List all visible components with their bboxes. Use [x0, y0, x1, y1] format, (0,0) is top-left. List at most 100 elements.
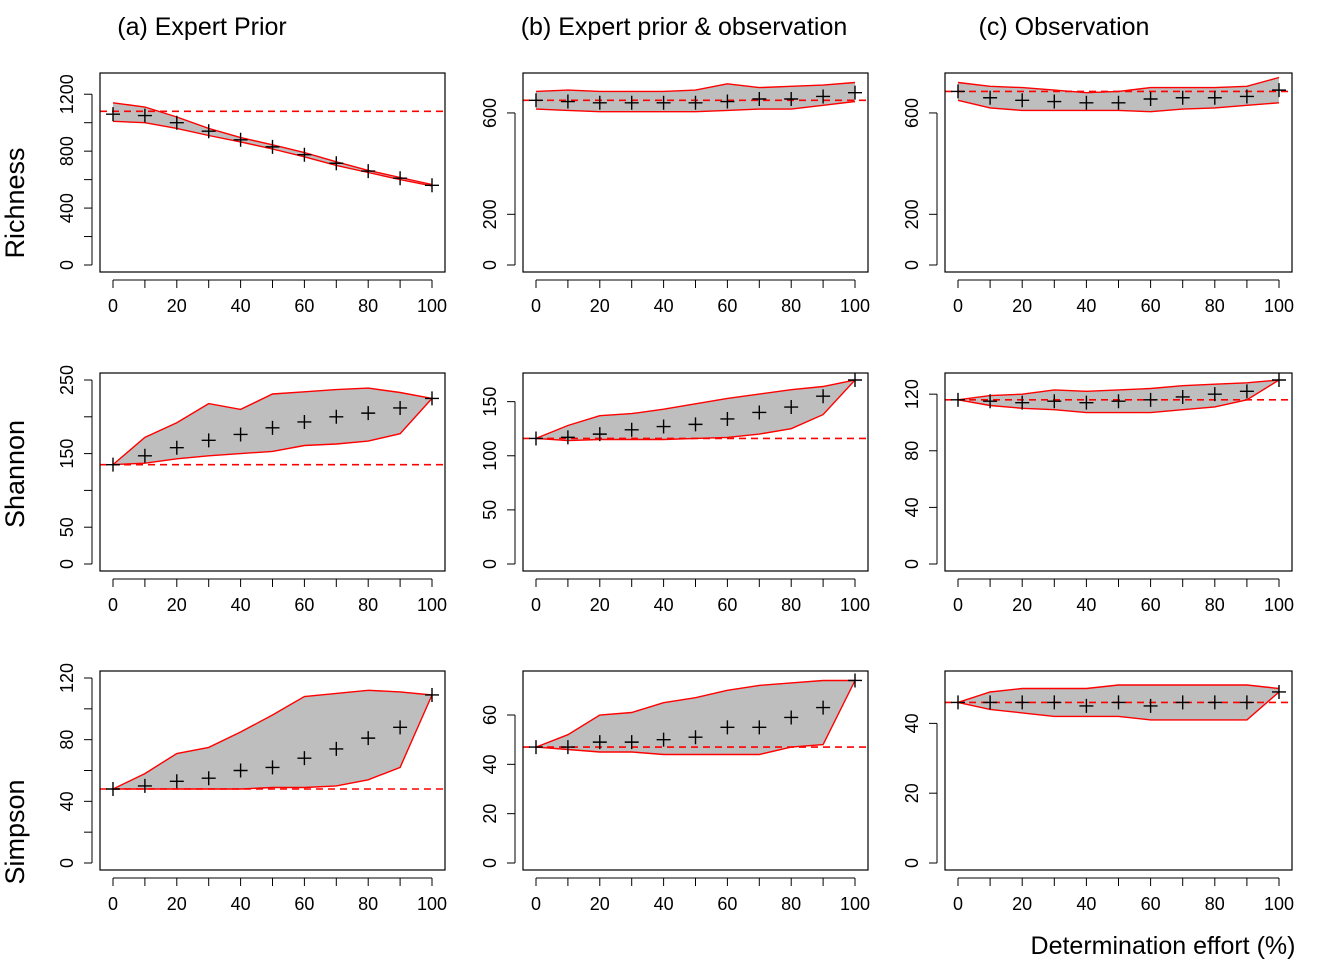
data-point [233, 763, 248, 778]
data-point [816, 700, 831, 715]
data-point [951, 84, 965, 99]
y-tick-label: 100 [480, 441, 500, 471]
y-tick-label: 800 [57, 136, 77, 166]
data-point [688, 730, 703, 745]
data-point [656, 95, 671, 110]
data-point [106, 457, 120, 472]
data-point [720, 94, 735, 109]
y-tick-label: 60 [480, 705, 500, 725]
data-point [560, 430, 575, 445]
data-point [1272, 684, 1286, 699]
column-title-a: (a) Expert Prior [117, 13, 286, 41]
band-lower-edge [112, 397, 433, 466]
data-point [1047, 94, 1062, 109]
column-title-c: (c) Observation [979, 13, 1150, 41]
x-tick-label: 80 [358, 894, 378, 914]
data-point [425, 391, 439, 406]
x-tick-label: 40 [231, 894, 251, 914]
data-point [233, 427, 248, 442]
data-point [688, 417, 703, 432]
data-point [624, 735, 639, 750]
x-axis: 0 20 40 60 80 100 [953, 578, 1294, 615]
data-point [624, 422, 639, 437]
x-axis: 0 20 40 60 80 100 [108, 578, 447, 615]
data-point [983, 90, 998, 105]
credible-band [958, 77, 1279, 112]
data-point [1079, 698, 1094, 713]
band-upper-edge [112, 689, 433, 790]
y-axis: 0 20 40 60 [480, 705, 516, 868]
x-tick-label: 40 [231, 296, 251, 316]
column-title-b: (b) Expert prior & observation [521, 13, 848, 41]
y-axis: 0 200 600 [902, 98, 938, 270]
band-lower-edge [957, 99, 1280, 113]
x-tick-label: 0 [108, 595, 118, 615]
data-point [137, 778, 152, 793]
x-tick-label: 60 [294, 595, 314, 615]
y-axis: 0 40 80 120 [57, 663, 93, 868]
y-axis: 0 50 100 150 [480, 387, 516, 569]
x-tick-label: 20 [590, 296, 610, 316]
data-point [297, 751, 312, 766]
data-point [784, 400, 799, 415]
x-axis: 0 20 40 60 80 100 [108, 877, 447, 914]
data-point [265, 420, 280, 435]
y-tick-label: 50 [480, 500, 500, 520]
x-tick-label: 100 [840, 595, 870, 615]
plot-frame [522, 372, 869, 572]
data-point [106, 782, 120, 796]
data-point [529, 431, 543, 446]
data-point [983, 394, 998, 409]
x-tick-label: 20 [590, 894, 610, 914]
y-tick-label: 50 [57, 517, 77, 537]
row-label-richness: Richness [0, 147, 30, 258]
band-upper-edge [112, 387, 433, 466]
data-point [1111, 695, 1126, 710]
x-tick-label: 40 [1076, 894, 1096, 914]
data-point [329, 156, 344, 171]
data-point [106, 107, 120, 122]
data-point [329, 409, 344, 424]
data-point [361, 731, 376, 746]
panel: 0 20 40 60 80 100 0 40 80 120 [902, 372, 1294, 615]
data-point [393, 400, 408, 415]
data-point [1143, 698, 1158, 713]
data-point [201, 124, 216, 139]
x-tick-label: 100 [417, 296, 447, 316]
y-axis: 0 200 600 [480, 98, 516, 270]
y-tick-label: 120 [902, 379, 922, 409]
plot-frame [99, 670, 446, 871]
data-point [1239, 89, 1254, 104]
y-tick-label: 120 [57, 663, 77, 693]
data-point [1047, 394, 1062, 409]
data-point [1111, 394, 1126, 409]
data-point [297, 414, 312, 429]
data-point [329, 741, 344, 756]
data-point [1015, 395, 1030, 410]
x-tick-label: 100 [1264, 595, 1294, 615]
data-point [816, 389, 831, 404]
y-tick-label: 0 [480, 260, 500, 270]
x-tick-label: 20 [167, 595, 187, 615]
x-tick-label: 60 [1141, 296, 1161, 316]
x-tick-label: 80 [358, 296, 378, 316]
x-tick-label: 60 [294, 296, 314, 316]
panel: 0 20 40 60 80 100 0 20 40 60 [480, 670, 870, 914]
data-point [361, 164, 376, 179]
data-point [169, 774, 184, 789]
data-point [393, 171, 408, 186]
x-tick-label: 100 [840, 894, 870, 914]
y-tick-label: 0 [57, 858, 77, 868]
data-point [201, 433, 216, 448]
plot-frame [944, 670, 1293, 871]
x-tick-label: 80 [1205, 296, 1225, 316]
x-tick-label: 60 [1141, 894, 1161, 914]
y-tick-label: 20 [480, 804, 500, 824]
data-point [656, 732, 671, 747]
y-tick-label: 1200 [57, 74, 77, 114]
data-point [1175, 695, 1190, 710]
x-tick-label: 0 [531, 894, 541, 914]
data-point [265, 139, 280, 154]
data-point [137, 448, 152, 463]
